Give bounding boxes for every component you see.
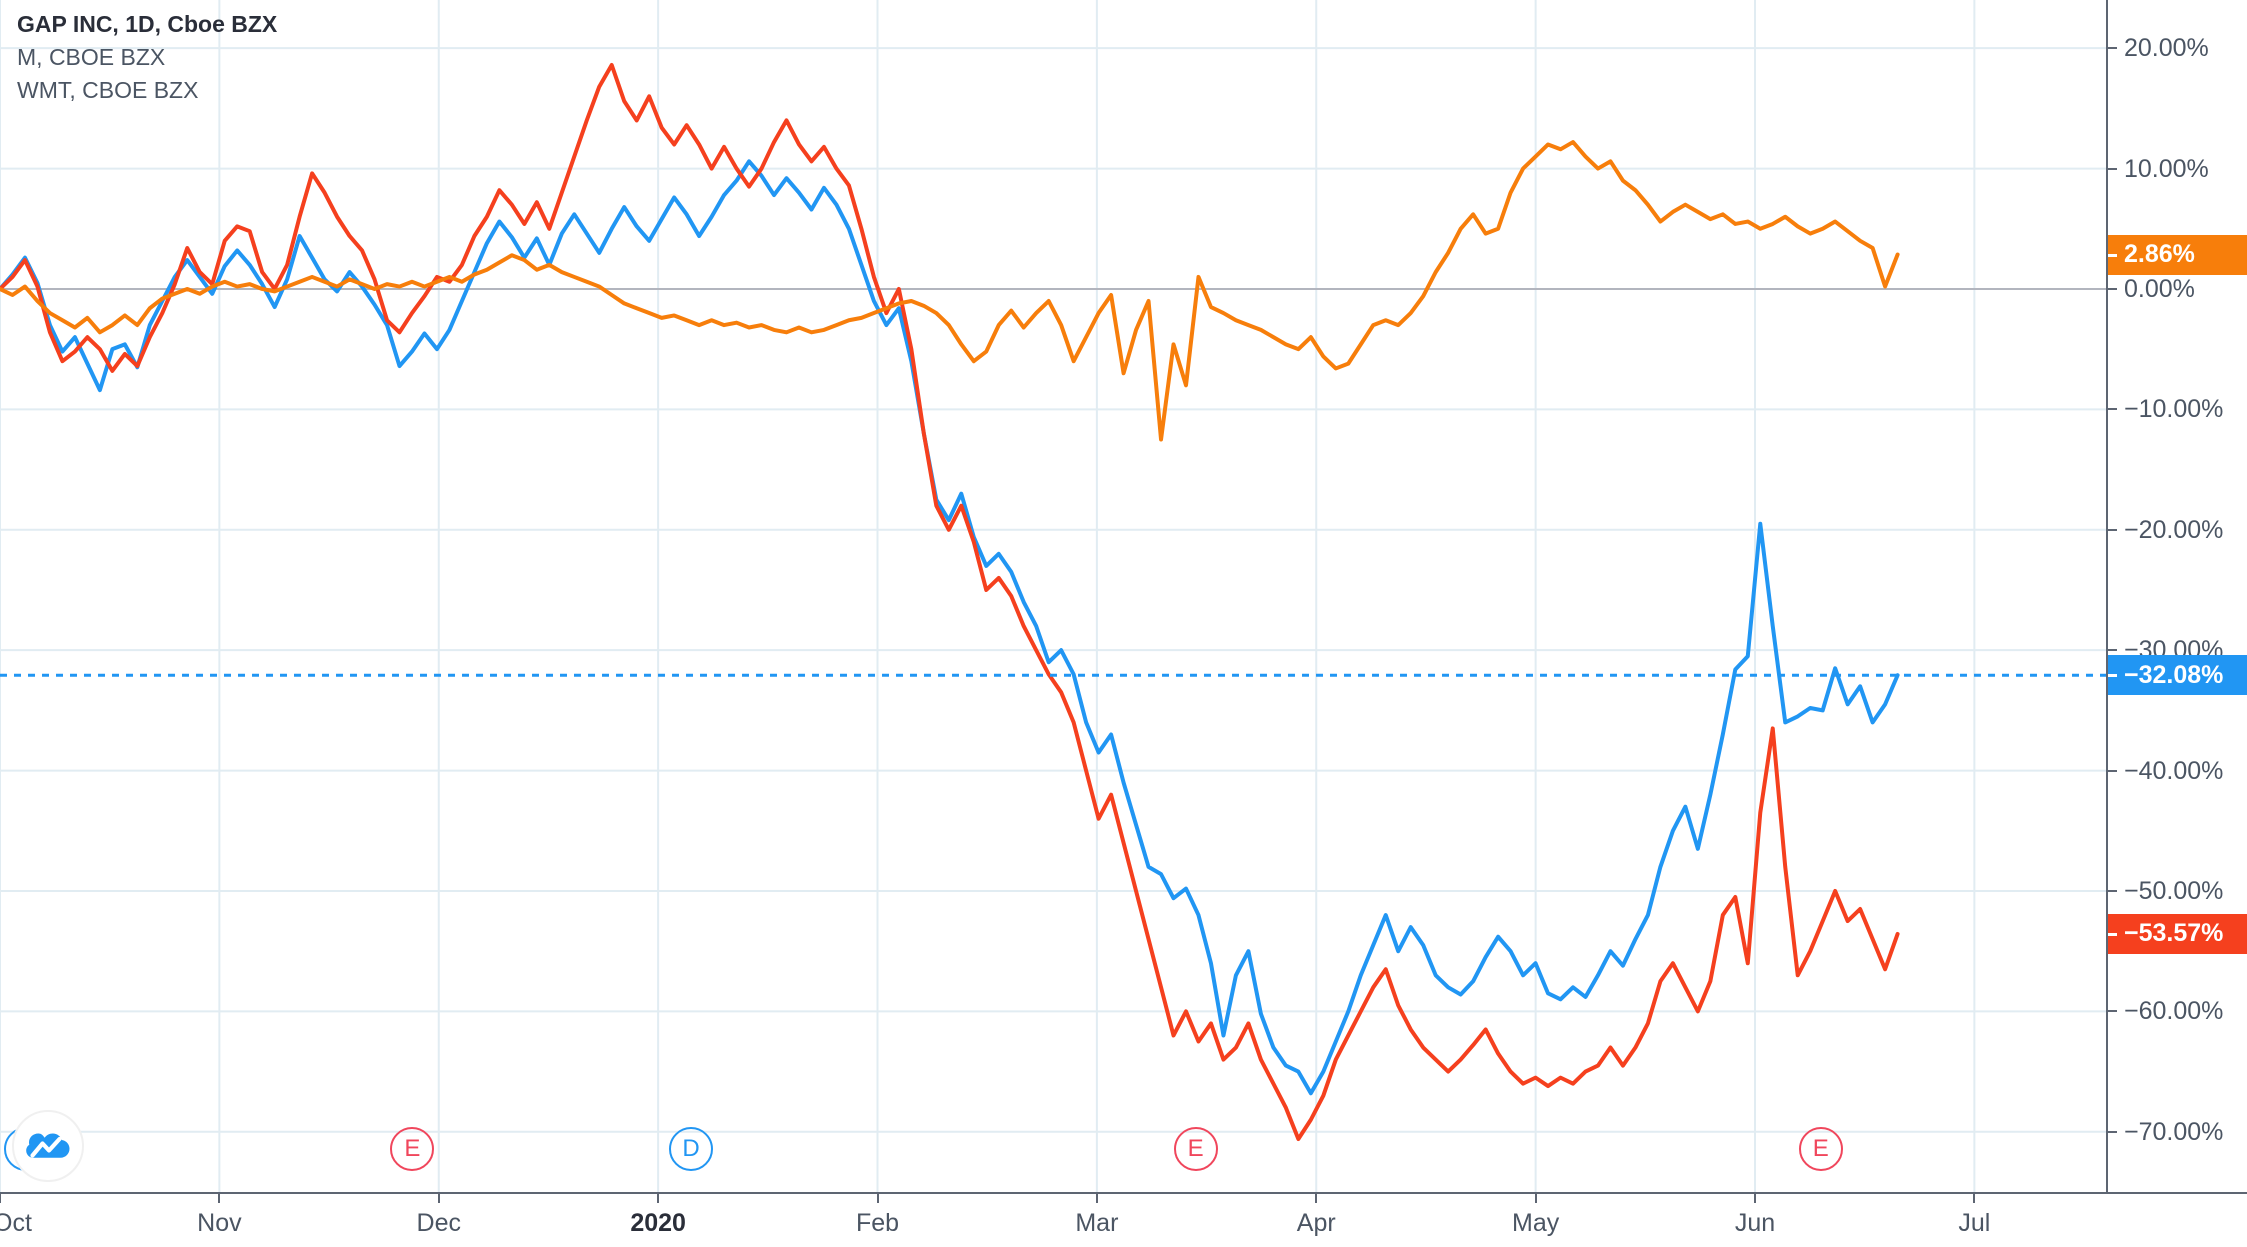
time-axis[interactable]: Oct Nov Dec 2020 Feb Mar Apr May Jun Jul (0, 1192, 2247, 1247)
time-tick-dash (657, 1194, 660, 1203)
price-tick-label: −40.00% (2124, 756, 2224, 785)
price-tick-label: −70.00% (2124, 1117, 2224, 1146)
price-tick-dash (2108, 47, 2117, 50)
price-tick-label: −50.00% (2124, 876, 2224, 905)
time-tick-label: Jul (1958, 1209, 1991, 1237)
time-tick-label: Apr (1296, 1209, 1336, 1237)
event-marker-earnings[interactable]: E (1173, 1127, 1218, 1171)
time-tick-dash (1534, 1194, 1537, 1203)
time-tick-label: May (1512, 1209, 1560, 1237)
event-marker-label: E (1812, 1135, 1829, 1162)
tradingview-logo[interactable] (12, 1110, 84, 1182)
price-tick-dash (2108, 1130, 2117, 1133)
event-marker-earnings[interactable]: E (390, 1127, 435, 1171)
series-line-m (0, 63, 1900, 1142)
event-marker-label: D (682, 1135, 700, 1162)
time-tick-label: Oct (0, 1209, 32, 1237)
price-badge-walmart[interactable]: 2.86% (2108, 234, 2247, 275)
price-tick-label: −20.00% (2124, 515, 2224, 544)
price-tick-dash (2108, 528, 2117, 531)
time-tick-dash (1973, 1194, 1976, 1203)
time-tick-dash (218, 1194, 221, 1203)
time-tick-dash (437, 1194, 440, 1203)
event-marker-earnings[interactable]: E (1798, 1127, 1843, 1171)
price-badge-label: 2.86% (2124, 240, 2195, 269)
price-badge-dash (2108, 932, 2117, 936)
price-badge-macys[interactable]: −53.57% (2108, 913, 2247, 954)
price-tick-label: 0.00% (2124, 274, 2195, 303)
price-tick-dash (2108, 1010, 2117, 1013)
time-tick-dash (876, 1194, 879, 1203)
price-tick-dash (2108, 769, 2117, 772)
series-line-gap-inc (0, 159, 1900, 1096)
time-tick-dash (1754, 1194, 1756, 1203)
time-tick-dash (1095, 1194, 1098, 1203)
time-tick-dash (0, 1194, 1, 1203)
time-tick-label: Feb (855, 1209, 900, 1237)
price-tick-dash (2108, 167, 2117, 170)
time-tick-label: Mar (1075, 1209, 1119, 1237)
time-tick-label: Nov (197, 1209, 242, 1237)
price-badge-dash (2108, 674, 2117, 678)
plot-area[interactable] (0, 0, 2106, 1192)
price-axis[interactable]: 20.00% 10.00% 0.00% −10.00% −20.00% −30.00% −4… (2106, 0, 2247, 1192)
price-tick-label: −60.00% (2124, 997, 2224, 1026)
series-lines (0, 63, 1900, 1142)
price-tick-dash (2108, 889, 2117, 892)
time-tick-label: Jun (1734, 1209, 1776, 1237)
price-tick-dash (2108, 649, 2117, 652)
price-badge-label: −32.08% (2124, 660, 2224, 689)
time-tick-dash (1315, 1194, 1318, 1203)
price-tick-dash (2108, 408, 2117, 411)
vertical-gridlines (0, 0, 1976, 1192)
price-badge-dash (2108, 253, 2117, 257)
price-tick-dash (2108, 287, 2117, 290)
event-marker-label: E (1187, 1135, 1204, 1162)
event-marker-dividend[interactable]: D (669, 1127, 714, 1171)
event-marker-label: E (404, 1135, 421, 1162)
price-badge-gps[interactable]: −32.08% (2108, 655, 2247, 696)
series-line-wmt (0, 140, 1900, 442)
price-badge-label: −53.57% (2124, 919, 2224, 948)
horizontal-gridlines (0, 47, 2106, 1133)
time-tick-label: Dec (416, 1209, 461, 1237)
price-tick-label: 20.00% (2124, 34, 2209, 63)
price-tick-label: 10.00% (2124, 154, 2209, 183)
tradingview-logo-icon (26, 1133, 70, 1158)
price-tick-label: −10.00% (2124, 395, 2224, 424)
time-tick-label: 2020 (630, 1209, 686, 1237)
chart-canvas (0, 0, 2106, 1192)
